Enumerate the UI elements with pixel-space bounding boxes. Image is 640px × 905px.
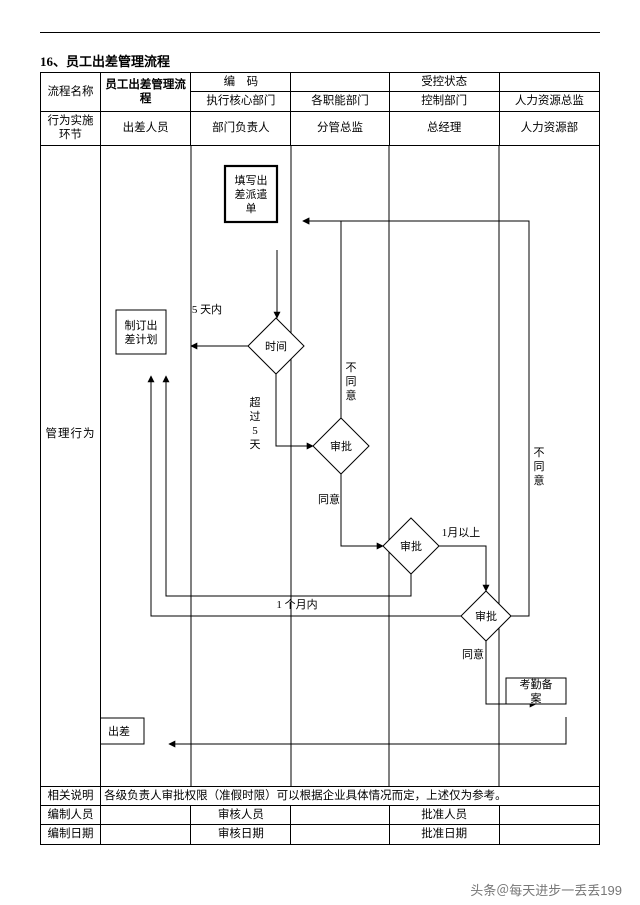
hdr-process-name-label: 流程名称: [41, 73, 101, 112]
fa4: 批准人员: [389, 805, 499, 824]
flow-node-label-appr1: 审批: [330, 439, 352, 453]
flow-node-label-record: 考勤备案: [520, 677, 553, 705]
swim-label-cell: 管理行为: [41, 145, 101, 786]
watermark-text: 头条＠每天进步一丢丢199: [470, 880, 622, 899]
page-top-rule: [40, 32, 600, 33]
hdr-code-label: 编 码: [191, 73, 291, 92]
flow-node-label-time: 时间: [265, 340, 287, 353]
flowchart-svg: 5 天内超过5天不同意同意1 个月内1月以上不同意同意 填写出差派遣单制订出差计…: [101, 146, 601, 786]
swimlane-body-row: 管理行为 5 天内超过5天不同意同意1 个月内1月以上不同意同意 填写出差派遣: [41, 145, 600, 786]
flow-node-plan: [116, 310, 166, 354]
hdr-exec-dept-val: 各职能部门: [291, 92, 389, 111]
edge-label-v: 超过5天: [250, 395, 261, 451]
hdr-code-val: [291, 73, 389, 92]
hdr-ctrl-status-label: 受控状态: [389, 73, 499, 92]
flow-edge: [169, 717, 566, 744]
fb4: 批准日期: [389, 825, 499, 844]
edge-label-v: 不同意: [346, 362, 357, 402]
flow-node-appr3: [461, 591, 511, 641]
flow-edge: [276, 374, 313, 446]
lane-hdr-5: 人力资源部: [499, 111, 599, 145]
flow-node-label-trip: 出差: [108, 724, 130, 738]
edge-label: 同意: [462, 647, 484, 661]
fa3: [291, 805, 389, 824]
flow-node-label-plan: 制订出差计划: [125, 318, 158, 346]
footer-note-text: 各级负责人审批权限（准假时限）可以根据企业具体情况而定，上述仅为参考。: [101, 786, 600, 805]
page-title: 16、员工出差管理流程: [40, 51, 600, 70]
lane-hdr-3: 分管总监: [291, 111, 389, 145]
flow-node-appr2: [383, 518, 439, 574]
lane-hdr-1: 出差人员: [101, 111, 191, 145]
header-row-1: 流程名称 员工出差管理流程 编 码 受控状态: [41, 73, 600, 92]
edge-label: 1 个月内: [276, 597, 317, 611]
fa0: 编制人员: [41, 805, 101, 824]
hdr-process-name: 员工出差管理流程: [101, 73, 191, 112]
flow-node-label-appr3: 审批: [475, 609, 497, 623]
hdr-exec-dept-label: 执行核心部门: [191, 92, 291, 111]
fb5: [499, 825, 599, 844]
flow-node-fill: [225, 166, 277, 222]
footer-note-label: 相关说明: [41, 786, 101, 805]
flow-node-appr1: [313, 418, 369, 474]
edge-label-v: 不同意: [534, 447, 545, 487]
hdr-ctrl-status-val: [499, 73, 599, 92]
hdr-ctrl-dept-label: 控制部门: [389, 92, 499, 111]
flow-edge: [341, 474, 383, 546]
flow-node-trip: [101, 718, 144, 744]
flow-node-label-fill: 填写出差派遣单: [235, 173, 268, 215]
lane-header-row: 行为实施环节 出差人员 部门负责人 分管总监 总经理 人力资源部: [41, 111, 600, 145]
flow-node-record: [506, 678, 566, 704]
flow-node-label-appr2: 审批: [400, 539, 422, 553]
flow-edge: [439, 546, 486, 591]
swim-canvas-cell: 5 天内超过5天不同意同意1 个月内1月以上不同意同意 填写出差派遣单制订出差计…: [101, 145, 600, 786]
fa5: [499, 805, 599, 824]
fa2: 审核人员: [191, 805, 291, 824]
hdr-ctrl-dept-val: 人力资源总监: [499, 92, 599, 111]
flow-edge: [303, 221, 341, 418]
lane-hdr-4: 总经理: [389, 111, 499, 145]
flow-edge: [486, 641, 536, 704]
swim-label: 管理行为: [46, 426, 96, 442]
footer-row-b: 编制日期 审核日期 批准日期: [41, 825, 600, 844]
edge-label: 同意: [318, 492, 340, 506]
lane-hdr-2: 部门负责人: [191, 111, 291, 145]
fb2: 审核日期: [191, 825, 291, 844]
edge-label: 5 天内: [192, 302, 222, 316]
process-table: 流程名称 员工出差管理流程 编 码 受控状态 执行核心部门 各职能部门 控制部门…: [40, 72, 600, 845]
lane-hdr-0: 行为实施环节: [41, 111, 101, 145]
flow-edge: [303, 221, 529, 616]
flow-edge: [151, 376, 461, 616]
footer-row-a: 编制人员 审核人员 批准人员: [41, 805, 600, 824]
fb1: [101, 825, 191, 844]
edge-label: 1月以上: [442, 526, 481, 539]
fa1: [101, 805, 191, 824]
flow-edge: [166, 376, 411, 596]
fb0: 编制日期: [41, 825, 101, 844]
flow-node-time: [248, 318, 304, 374]
fb3: [291, 825, 389, 844]
footer-note-row: 相关说明 各级负责人审批权限（准假时限）可以根据企业具体情况而定，上述仅为参考。: [41, 786, 600, 805]
